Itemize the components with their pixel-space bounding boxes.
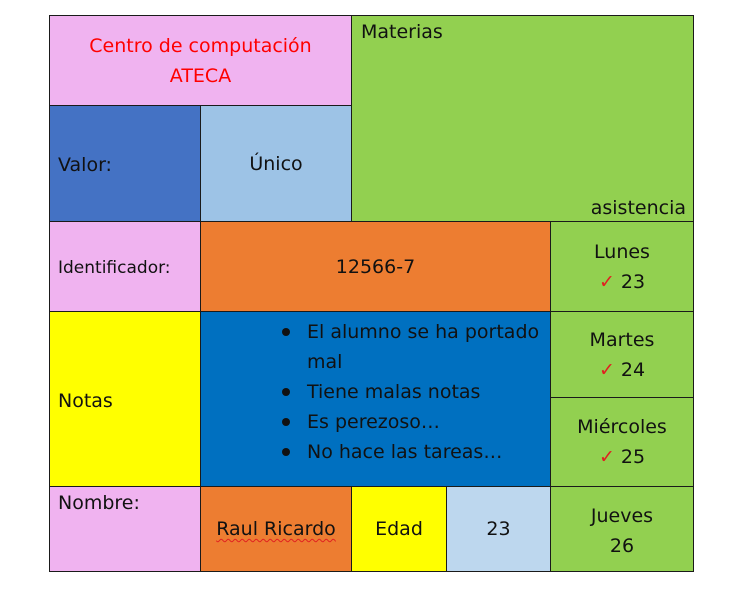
list-item: Tiene malas notas <box>279 377 549 407</box>
nombre-value-cell: Raul Ricardo <box>200 486 352 572</box>
attendance-cell-jueves: Jueves 26 <box>550 486 694 572</box>
title-line-1: Centro de computación <box>89 34 312 57</box>
edad-value: 23 <box>486 518 511 540</box>
valor-value-cell: Único <box>200 105 352 222</box>
list-item: No hace las tareas… <box>279 437 549 467</box>
identificador-label-cell: Identificador: <box>49 221 201 312</box>
valor-label: Valor: <box>58 154 112 176</box>
list-item: Es perezoso… <box>279 407 549 437</box>
day-label-martes: Martes <box>589 328 655 351</box>
edad-value-cell: 23 <box>446 486 551 572</box>
notas-list-cell: El alumno se ha portado mal Tiene malas … <box>200 311 551 487</box>
valor-value: Único <box>249 152 303 175</box>
attendance-cell-miercoles: Miércoles ✓ 25 <box>550 397 694 487</box>
notas-label-cell: Notas <box>49 311 201 487</box>
valor-label-cell: Valor: <box>49 105 201 222</box>
day-label-lunes: Lunes <box>594 240 650 263</box>
notas-label: Notas <box>58 390 113 412</box>
asistencia-label: asistencia <box>590 197 686 219</box>
page-title: Centro de computación ATECA <box>89 31 311 91</box>
check-icon: ✓ <box>598 270 615 293</box>
date-martes: 24 <box>620 358 646 381</box>
attendance-cell-martes: Martes ✓ 24 <box>550 311 694 398</box>
identificador-label: Identificador: <box>58 258 171 278</box>
day-label-jueves: Jueves <box>590 505 654 527</box>
attendance-cell-lunes: Lunes ✓ 23 <box>550 221 694 312</box>
check-icon: ✓ <box>598 446 615 468</box>
nombre-label: Nombre: <box>58 492 140 514</box>
day-label-miercoles: Miércoles <box>577 416 667 438</box>
title-line-2: ATECA <box>169 64 232 87</box>
nombre-label-cell: Nombre: <box>49 486 201 572</box>
check-icon: ✓ <box>598 358 615 381</box>
date-miercoles: 25 <box>620 446 646 468</box>
identificador-value: 12566-7 <box>335 255 416 278</box>
edad-label: Edad <box>375 518 423 540</box>
date-lunes: 23 <box>620 270 646 293</box>
title-cell: Centro de computación ATECA <box>49 15 352 106</box>
nombre-value: Raul Ricardo <box>216 518 336 540</box>
date-jueves: 26 <box>609 535 635 557</box>
materias-label: Materias <box>361 21 443 43</box>
materias-cell: Materias asistencia <box>351 15 694 222</box>
list-item: El alumno se ha portado mal <box>279 317 549 377</box>
identificador-value-cell: 12566-7 <box>200 221 551 312</box>
edad-label-cell: Edad <box>351 486 447 572</box>
notes-list: El alumno se ha portado mal Tiene malas … <box>279 317 549 467</box>
